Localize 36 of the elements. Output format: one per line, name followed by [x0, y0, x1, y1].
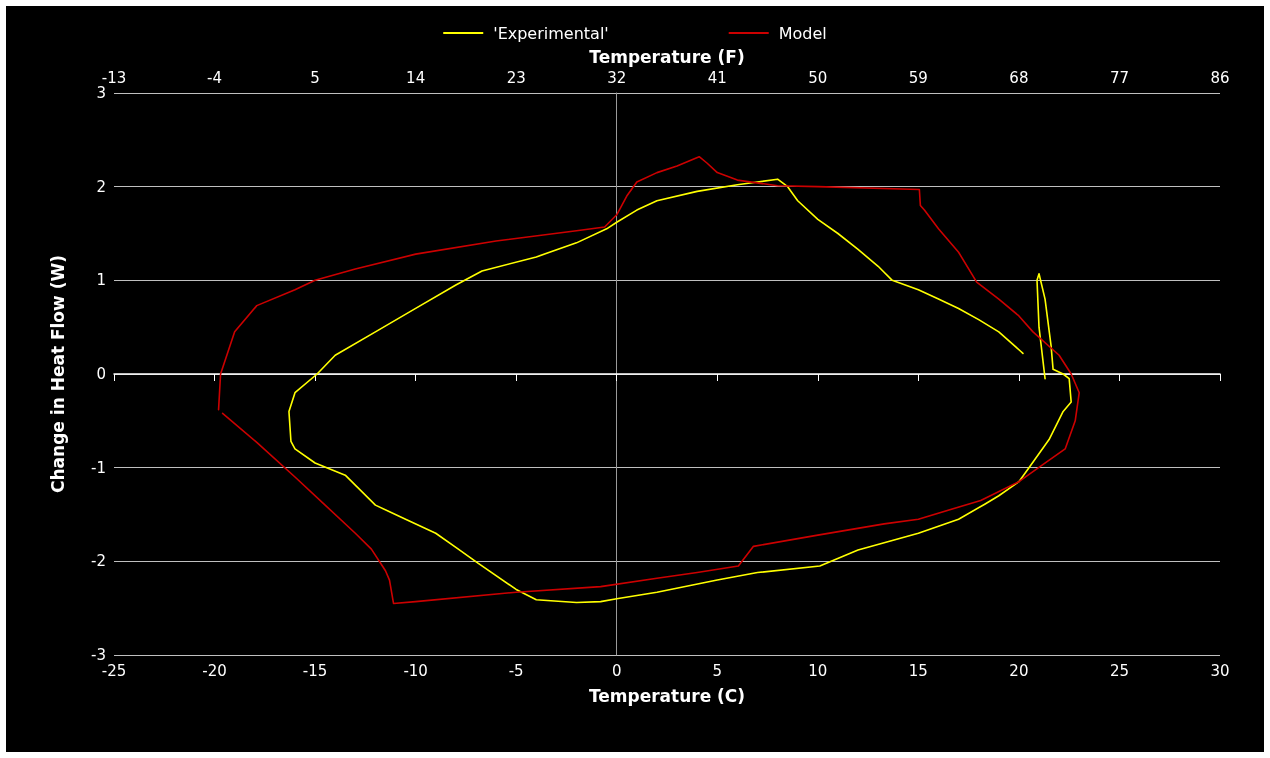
x2-tick-label: 23: [506, 68, 526, 87]
legend-label: 'Experimental': [493, 23, 609, 43]
x2-axis-title: Temperature (F): [589, 46, 745, 67]
x2-tick-label: 77: [1109, 68, 1129, 87]
x-tick-label: -5: [508, 661, 524, 680]
x2-tick-label: 68: [1009, 68, 1029, 87]
y-tick-label: 1: [96, 271, 106, 290]
x2-tick-label: 86: [1210, 68, 1230, 87]
y-tick-label: 3: [96, 84, 106, 102]
x2-tick-label: 59: [908, 68, 928, 87]
x-tick-label: -20: [202, 661, 227, 680]
x2-tick-label: 32: [607, 68, 627, 87]
x-tick-label: 5: [712, 661, 723, 680]
x-tick-label: -10: [403, 661, 428, 680]
x-axis-title: Temperature (C): [588, 685, 746, 706]
x2-tick-label: 41: [707, 68, 727, 87]
y-tick-label: 2: [96, 177, 106, 196]
x2-tick-label: 14: [406, 68, 426, 87]
x2-tick-label: -13: [101, 68, 127, 87]
x-tick-label: 25: [1109, 661, 1129, 680]
x-tick-label: 0: [611, 661, 622, 680]
x-tick-label: 10: [808, 661, 828, 680]
y-tick-label: -1: [91, 458, 106, 477]
x-tick-label: -25: [101, 661, 127, 680]
x-tick-label: -15: [302, 661, 328, 680]
x-tick-label: 20: [1009, 661, 1029, 680]
x2-tick-label: 50: [808, 68, 828, 87]
y-tick-label: -3: [91, 646, 106, 664]
x2-tick-label: -4: [207, 68, 223, 87]
x-tick-label: 15: [908, 661, 928, 680]
y-tick-label: 0: [96, 365, 106, 383]
x2-tick-label: 5: [310, 68, 320, 87]
y-axis-title: Change in Heat Flow (W): [47, 255, 68, 493]
legend-label: Model: [778, 23, 827, 43]
x-tick-label: 30: [1210, 661, 1230, 680]
y-tick-label: -2: [91, 552, 106, 571]
